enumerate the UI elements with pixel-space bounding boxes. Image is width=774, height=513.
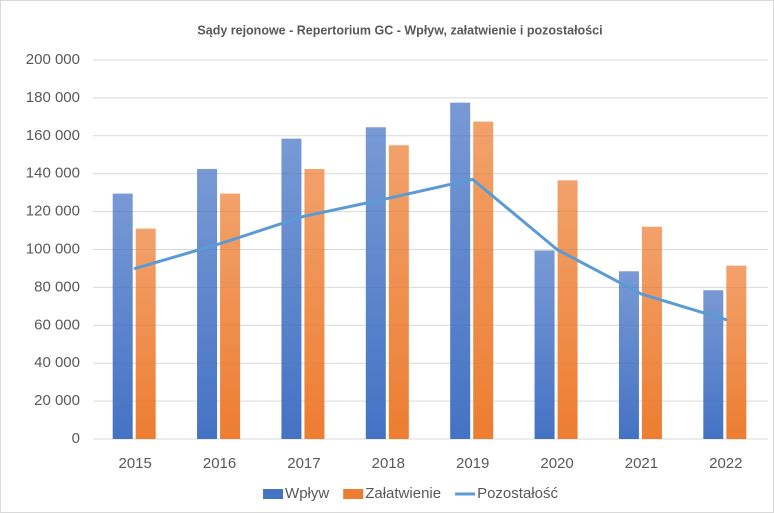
legend-marker (343, 489, 364, 499)
y-tick-label: 20 000 (34, 392, 80, 409)
legend-label: Pozostałość (477, 485, 558, 502)
bar (557, 180, 578, 439)
bar (618, 271, 639, 439)
bar (304, 168, 325, 439)
legend-label: Załatwienie (365, 485, 441, 502)
legend-marker (263, 489, 284, 499)
y-tick-label: 80 000 (34, 278, 80, 295)
bar (281, 138, 302, 439)
bar (220, 193, 241, 439)
bar (112, 193, 133, 439)
bar (641, 226, 662, 439)
x-tick-label: 2018 (372, 455, 405, 472)
x-tick-label: 2017 (287, 455, 320, 472)
bar (365, 127, 386, 440)
y-tick-label: 40 000 (34, 354, 80, 371)
x-tick-label: 2016 (203, 455, 236, 472)
bar (450, 102, 471, 439)
x-tick-label: 2022 (709, 455, 742, 472)
y-tick-label: 180 000 (26, 89, 80, 106)
x-tick-label: 2019 (456, 455, 489, 472)
legend-item: Wpływ (263, 485, 329, 502)
x-tick-label: 2015 (119, 455, 152, 472)
y-tick-label: 160 000 (26, 127, 80, 144)
y-tick-label: 140 000 (26, 165, 80, 182)
x-tick-label: 2020 (540, 455, 573, 472)
y-tick-label: 200 000 (26, 51, 80, 68)
y-tick-label: 100 000 (26, 240, 80, 257)
chart-title: Sądy rejonowe - Repertorium GC - Wpływ, … (197, 23, 602, 37)
y-tick-label: 60 000 (34, 316, 80, 333)
bar (388, 145, 409, 439)
bar (703, 290, 724, 439)
bar (473, 121, 494, 440)
legend-item: Załatwienie (343, 485, 441, 502)
bar (135, 228, 156, 439)
legend-label: Wpływ (285, 485, 329, 502)
bar (197, 168, 218, 439)
line-series (133, 177, 728, 322)
bar (534, 250, 555, 439)
x-tick-label: 2021 (625, 455, 658, 472)
y-tick-label: 120 000 (26, 203, 80, 220)
legend-item: Pozostałość (455, 485, 558, 502)
bar (726, 265, 747, 439)
y-tick-label: 0 (72, 430, 80, 447)
